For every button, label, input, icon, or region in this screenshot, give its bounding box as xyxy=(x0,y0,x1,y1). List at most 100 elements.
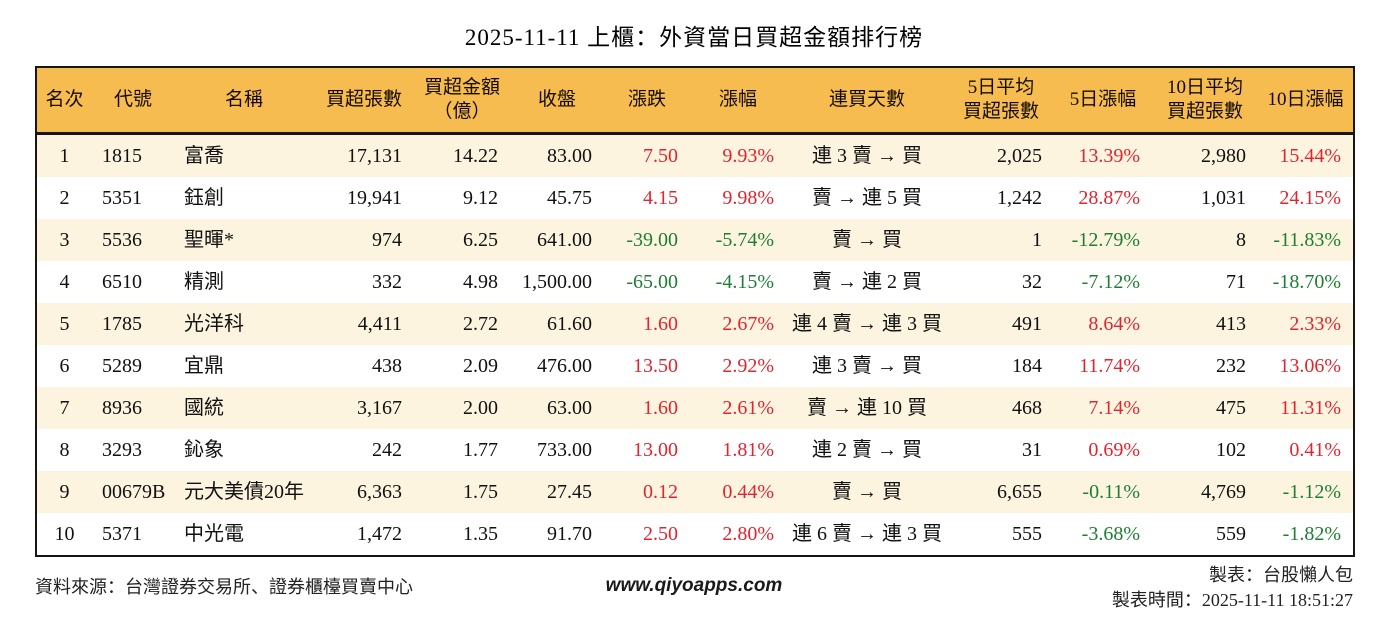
table-body: 1 1815 富喬 17,131 14.22 83.00 7.50 9.93% 連 3 賣 → … xyxy=(36,133,1354,556)
cell-change_pct: 0.44% xyxy=(722,481,774,503)
cell-buy_volume: 4,411 xyxy=(357,313,402,335)
cell-buy_amount: 2.09 xyxy=(463,355,498,377)
cell-change_pct: 2.92% xyxy=(722,355,774,377)
cell-avg10_volume: 102 xyxy=(1216,439,1246,461)
cell-streak: 連 3 賣 → 買 xyxy=(812,355,922,377)
maker-text: 製表：台股懶人包 xyxy=(1209,565,1353,585)
table-row: 10 5371 中光電 1,472 1.35 91.70 2.50 2.80% 連 6 賣 → … xyxy=(36,513,1354,556)
cell-close: 641.00 xyxy=(537,229,592,251)
cell-change: 7.50 xyxy=(643,145,678,167)
cell-close: 733.00 xyxy=(537,439,592,461)
cell-rank: 3 xyxy=(59,229,70,251)
cell-avg10_volume: 475 xyxy=(1216,397,1246,419)
cell-rank: 5 xyxy=(59,313,70,335)
cell-pct10: 0.41% xyxy=(1289,439,1341,461)
table-row: 6 5289 宜鼎 438 2.09 476.00 13.50 2.92% 連 3 賣 → 買 1… xyxy=(36,345,1354,387)
footer: 資料來源：台灣證券交易所、證券櫃檯買賣中心 www.qiyoapps.com 製… xyxy=(35,563,1353,615)
cell-buy_amount: 2.00 xyxy=(463,397,498,419)
table-row: 1 1815 富喬 17,131 14.22 83.00 7.50 9.93% 連 3 賣 → … xyxy=(36,133,1354,177)
page-title: 2025-11-11 上櫃：外資當日買超金額排行榜 xyxy=(464,25,924,50)
col-header-code: 代號 xyxy=(92,67,174,135)
cell-close: 45.75 xyxy=(547,187,592,209)
cell-code: 1815 xyxy=(102,145,142,167)
header-row: 名次 代號 名稱 買超張數 買超金額 （億） 收盤 漲跌 漲幅 連買天數 5日平均 買超張數 5日漲… xyxy=(36,67,1354,135)
cell-avg5_volume: 491 xyxy=(1012,313,1042,335)
cell-change_pct: 2.80% xyxy=(722,523,774,545)
cell-avg5_volume: 468 xyxy=(1012,397,1042,419)
cell-avg5_volume: 184 xyxy=(1012,355,1042,377)
cell-buy_volume: 974 xyxy=(372,229,402,251)
cell-pct5: -12.79% xyxy=(1071,229,1140,251)
cell-rank: 9 xyxy=(59,481,70,503)
cell-change: 13.00 xyxy=(633,439,678,461)
col-header-name: 名稱 xyxy=(174,67,314,135)
cell-close: 27.45 xyxy=(547,481,592,503)
cell-pct10: -18.70% xyxy=(1272,271,1341,293)
cell-buy_volume: 19,941 xyxy=(347,187,402,209)
cell-pct5: -0.11% xyxy=(1082,481,1140,503)
cell-buy_volume: 242 xyxy=(372,439,402,461)
cell-streak: 連 4 賣 → 連 3 買 xyxy=(792,313,942,335)
cell-code: 1785 xyxy=(102,313,142,335)
cell-streak: 賣 → 買 xyxy=(832,481,902,503)
cell-pct10: -11.83% xyxy=(1273,229,1341,251)
cell-code: 8936 xyxy=(102,397,142,419)
cell-avg5_volume: 1 xyxy=(1032,229,1042,251)
cell-buy_amount: 1.35 xyxy=(463,523,498,545)
cell-name: 元大美債20年 xyxy=(184,481,304,503)
cell-avg10_volume: 232 xyxy=(1216,355,1246,377)
cell-avg10_volume: 8 xyxy=(1236,229,1246,251)
cell-avg5_volume: 555 xyxy=(1012,523,1042,545)
cell-change_pct: 1.81% xyxy=(722,439,774,461)
cell-pct10: 15.44% xyxy=(1279,145,1341,167)
cell-rank: 8 xyxy=(59,439,70,461)
cell-pct5: 0.69% xyxy=(1088,439,1140,461)
credits-block: 製表：台股懶人包 製表時間：2025-11-11 18:51:27 xyxy=(1112,563,1353,613)
table-row: 3 5536 聖暉* 974 6.25 641.00 -39.00 -5.74% 賣 → 買 1 -… xyxy=(36,219,1354,261)
cell-buy_volume: 6,363 xyxy=(357,481,402,503)
cell-avg10_volume: 559 xyxy=(1216,523,1246,545)
cell-buy_volume: 1,472 xyxy=(357,523,402,545)
cell-avg5_volume: 31 xyxy=(1022,439,1042,461)
cell-avg5_volume: 32 xyxy=(1022,271,1042,293)
cell-name: 精測 xyxy=(184,271,224,293)
cell-avg10_volume: 2,980 xyxy=(1201,145,1246,167)
cell-rank: 10 xyxy=(54,523,75,545)
cell-streak: 賣 → 買 xyxy=(832,229,902,251)
table-row: 5 1785 光洋科 4,411 2.72 61.60 1.60 2.67% 連 4 賣 → 連… xyxy=(36,303,1354,345)
cell-pct5: -7.12% xyxy=(1081,271,1140,293)
cell-change_pct: -4.15% xyxy=(715,271,774,293)
col-header-change: 漲跌 xyxy=(604,67,690,135)
cell-change_pct: 9.93% xyxy=(722,145,774,167)
cell-buy_volume: 3,167 xyxy=(357,397,402,419)
cell-code: 5371 xyxy=(102,523,142,545)
col-header-avg5_volume: 5日平均 買超張數 xyxy=(948,67,1054,135)
cell-change: 2.50 xyxy=(643,523,678,545)
cell-pct5: 11.74% xyxy=(1079,355,1140,377)
cell-change: -65.00 xyxy=(626,271,678,293)
website-text: www.qiyoapps.com xyxy=(605,575,783,596)
cell-avg5_volume: 2,025 xyxy=(997,145,1042,167)
cell-rank: 2 xyxy=(59,187,70,209)
cell-close: 476.00 xyxy=(537,355,592,377)
cell-rank: 7 xyxy=(59,397,70,419)
cell-close: 63.00 xyxy=(547,397,592,419)
cell-avg10_volume: 413 xyxy=(1216,313,1246,335)
cell-change: 4.15 xyxy=(643,187,678,209)
cell-name: 光洋科 xyxy=(184,313,244,335)
cell-change_pct: 9.98% xyxy=(722,187,774,209)
cell-change: 13.50 xyxy=(633,355,678,377)
cell-streak: 賣 → 連 2 買 xyxy=(812,271,922,293)
col-header-pct10: 10日漲幅 xyxy=(1258,67,1354,135)
cell-change: 0.12 xyxy=(643,481,678,503)
cell-buy_volume: 17,131 xyxy=(347,145,402,167)
cell-buy_amount: 6.25 xyxy=(463,229,498,251)
table-row: 2 5351 鈺創 19,941 9.12 45.75 4.15 9.98% 賣 → 連 5 買… xyxy=(36,177,1354,219)
cell-change_pct: 2.67% xyxy=(722,313,774,335)
col-header-buy_volume: 買超張數 xyxy=(314,67,414,135)
cell-name: 中光電 xyxy=(184,523,244,545)
cell-code: 6510 xyxy=(102,271,142,293)
cell-streak: 賣 → 連 10 買 xyxy=(807,397,927,419)
cell-name: 鈊象 xyxy=(184,439,224,461)
col-header-rank: 名次 xyxy=(36,67,92,135)
